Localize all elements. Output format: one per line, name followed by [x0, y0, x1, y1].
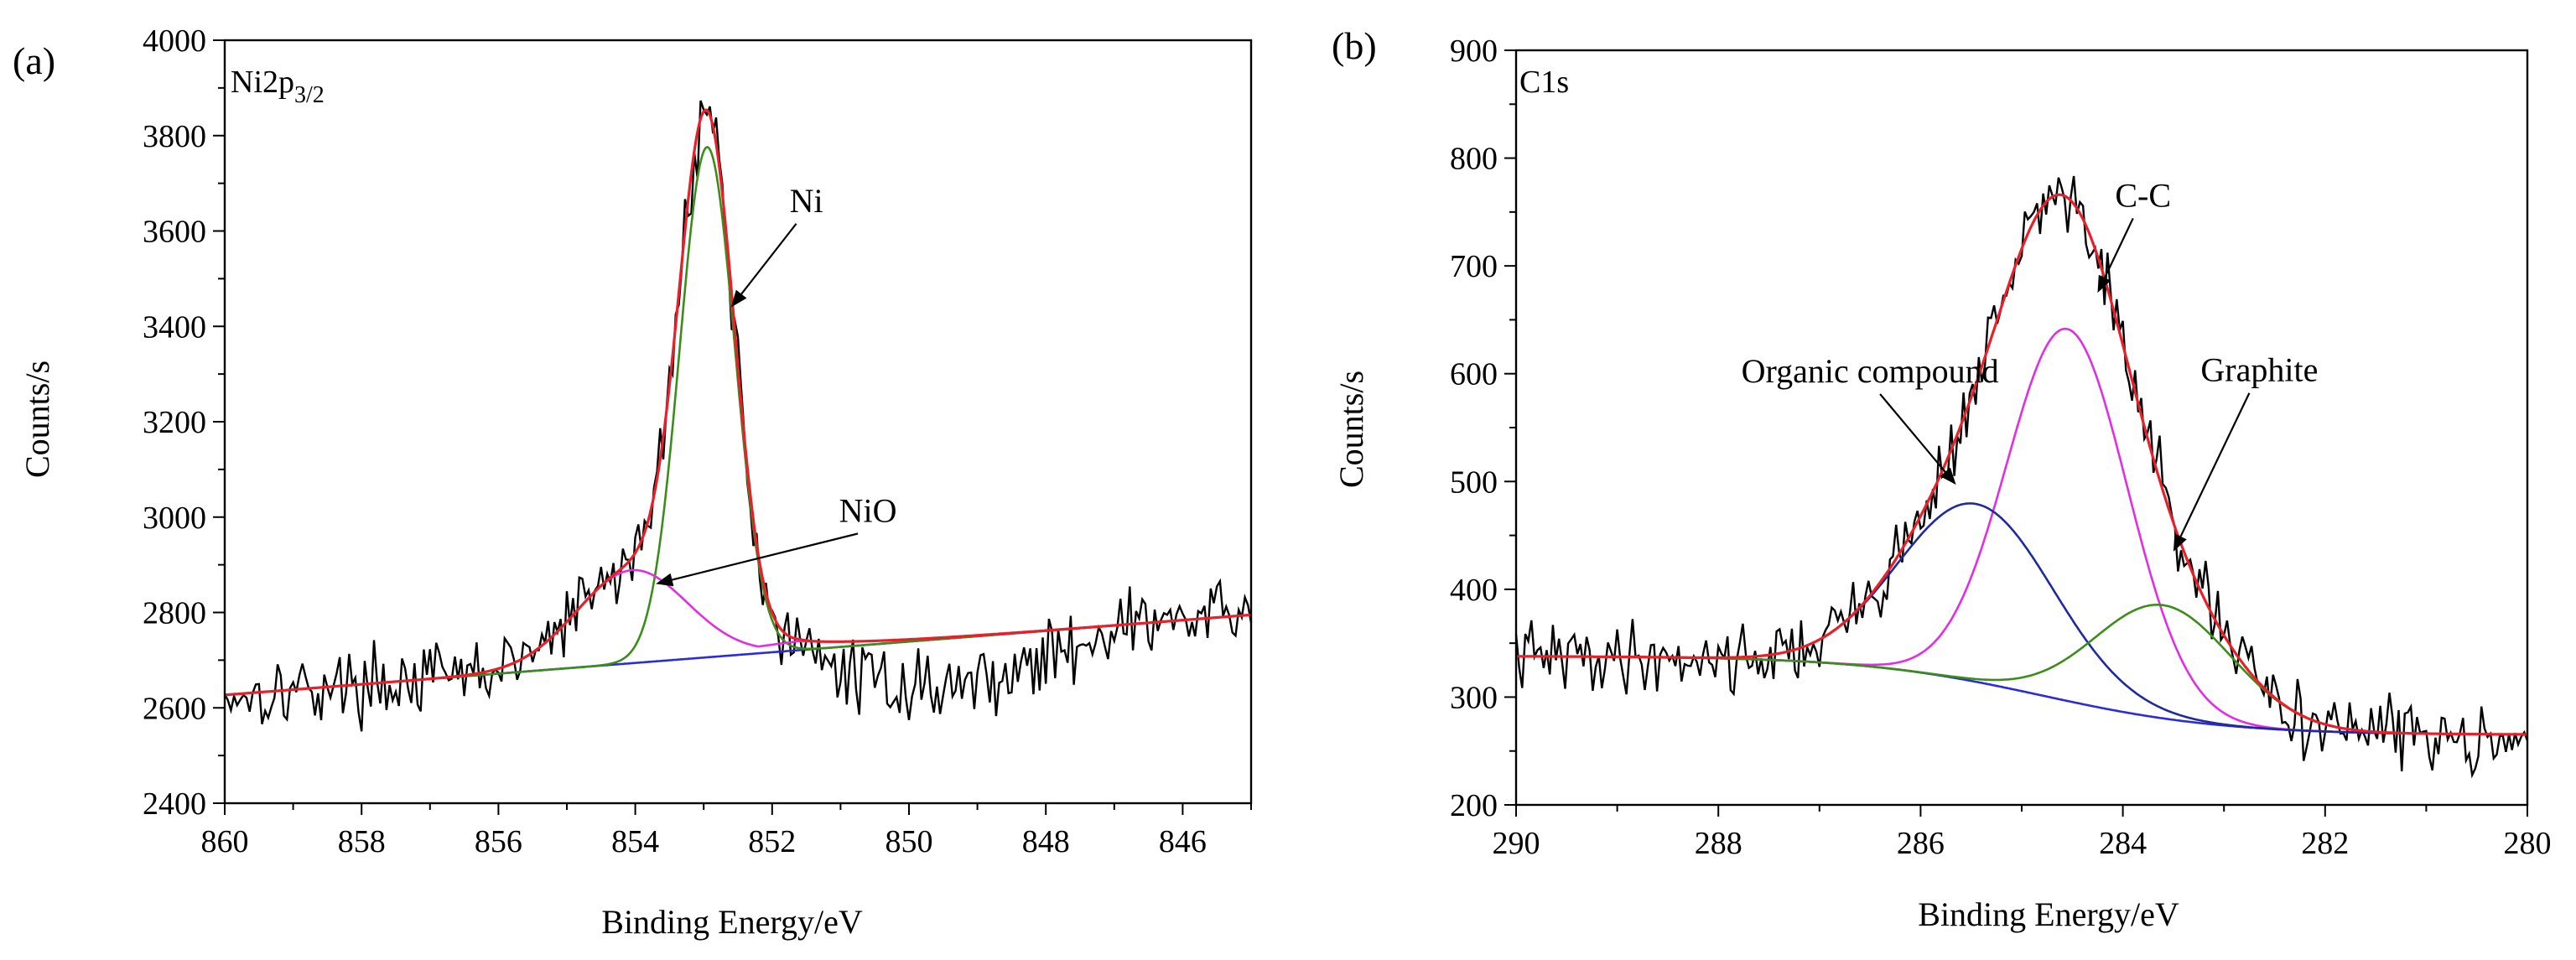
panel-b-y-tick-label: 300: [1450, 680, 1498, 715]
panel-b-y-axis-title: Counts/s: [1332, 371, 1370, 488]
panel-b-annotations: C-C Organic compound Graphite: [1742, 176, 2318, 552]
panel-b-series-fit: [1516, 193, 2527, 736]
panel-b-y-tick-label: 500: [1450, 464, 1498, 500]
panel-b-label: (b): [1332, 24, 1377, 67]
panel-a-x-tick-label: 854: [611, 824, 659, 859]
panel-b-annotation-c-c: C-C: [2115, 176, 2171, 214]
panel-a-annotation-ni: Ni: [790, 182, 823, 220]
panel-b-axes: 290 288 286 284 282 280 200 300 400 500 600 700 800 9…: [1450, 34, 2552, 861]
panel-b-y-tick-label: 200: [1450, 788, 1498, 823]
panel-b-series: [1514, 175, 2529, 779]
panel-a-y-tick-label: 3800: [143, 119, 206, 154]
panel-a-inner-label: Ni2p3/2: [231, 65, 325, 108]
panel-b-x-tick-label: 286: [1897, 826, 1945, 861]
panel-a-y-tick-label: 3600: [143, 215, 206, 250]
panel-a-x-tick-label: 852: [748, 824, 796, 859]
panel-b-y-tick-label: 800: [1450, 142, 1498, 177]
panel-a-x-tick-label: 850: [886, 824, 933, 859]
panel-b-x-tick-label: 280: [2504, 826, 2552, 861]
panel-b-annotation-arrowhead-organic-compound: [1940, 467, 1956, 485]
panel-a-annotation-arrow-ni: [740, 223, 797, 295]
panel-b-y-tick-label: 600: [1450, 357, 1498, 392]
panel-a-axes: 860 858 856 854 852 850 848 846 2400 2600 2800 3000…: [143, 23, 1253, 859]
panel-b-annotation-arrowhead-c-c: [2097, 274, 2111, 293]
panel-b-x-axis-title: Binding Energy/eV: [1918, 895, 2179, 933]
panel-b-x-tick-label: 288: [1695, 826, 1742, 861]
panel-a-series: [223, 100, 1253, 732]
panel-b-c1s-chart: (b) C1s Counts/s Binding Energy/eV 290 28…: [1332, 24, 2552, 933]
panel-a-y-tick-label: 3400: [143, 309, 206, 345]
panel-b-y-tick-label: 900: [1450, 34, 1498, 69]
panel-a-y-axis-title: Counts/s: [18, 361, 56, 478]
panel-a-x-tick-label: 860: [201, 824, 249, 859]
panel-b-annotation-arrowhead-graphite: [2173, 533, 2187, 552]
panel-a-ni2p-chart: (a) Ni2p3/2 Counts/s Binding Energy/eV 8…: [13, 23, 1253, 941]
panel-b-annotation-arrow-organic-compound: [1879, 393, 1946, 473]
panel-a-x-tick-label: 858: [338, 824, 386, 859]
panel-a-y-tick-label: 2600: [143, 691, 206, 726]
panel-a-series-fit: [224, 108, 1252, 697]
panel-a-x-tick-label: 846: [1159, 824, 1207, 859]
panel-a-annotation-arrow-nio: [672, 532, 859, 581]
panel-b-annotation-arrow-graphite: [2179, 392, 2251, 537]
panel-b-x-tick-label: 284: [2099, 826, 2147, 861]
panel-b-annotation-graphite: Graphite: [2200, 351, 2318, 389]
panel-b-inner-label: C1s: [1519, 65, 1569, 100]
panel-b-annotation-arrow-c-c: [2104, 217, 2134, 278]
panel-a-y-tick-label: 3000: [143, 501, 206, 536]
panel-a-annotation-nio: NiO: [839, 491, 897, 529]
panel-a-annotation-arrowhead-nio: [656, 573, 674, 587]
panel-a-y-tick-label: 3200: [143, 405, 206, 440]
panel-b-y-tick-label: 400: [1450, 573, 1498, 608]
panel-a-series-measured: [223, 100, 1253, 732]
panel-a-label: (a): [13, 39, 55, 82]
panel-a-inner-label-sub: 3/2: [294, 82, 325, 108]
panel-b-series-measured: [1514, 175, 2529, 779]
panel-a-y-tick-label: 2400: [143, 786, 206, 822]
panel-a-x-axis-title: Binding Energy/eV: [601, 903, 863, 941]
panel-b-annotation-organic-compound: Organic compound: [1742, 352, 1999, 390]
panel-b-x-tick-label: 290: [1493, 826, 1540, 861]
panel-b-y-tick-label: 700: [1450, 249, 1498, 284]
panel-a-inner-label-main: Ni2p: [231, 65, 294, 100]
panel-a-annotation-arrowhead-ni: [730, 289, 747, 308]
panel-a-y-tick-label: 4000: [143, 23, 206, 59]
panel-a-x-tick-label: 848: [1022, 824, 1070, 859]
panel-a-x-tick-label: 856: [475, 824, 522, 859]
panel-a-y-tick-label: 2800: [143, 596, 206, 631]
panel-a-annotations: Ni NiO: [656, 182, 896, 587]
panel-b-x-tick-label: 282: [2301, 826, 2349, 861]
